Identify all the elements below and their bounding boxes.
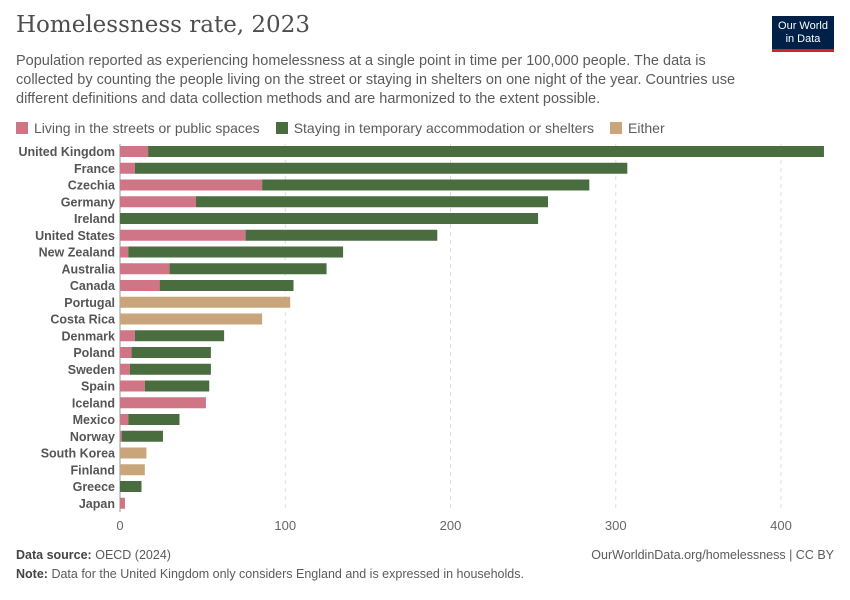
bar-segment <box>131 347 211 358</box>
bar-segment <box>134 162 628 174</box>
source-url[interactable]: OurWorldinData.org/homelessness | CC BY <box>591 548 834 562</box>
bar-segment <box>120 213 539 224</box>
bar-segment <box>128 246 344 258</box>
bar-segment <box>120 313 263 325</box>
x-tick-label: 200 <box>440 518 462 533</box>
x-tick-label: 100 <box>274 518 296 533</box>
category-label: Australia <box>62 262 117 276</box>
data-source: OECD (2024) <box>95 548 171 562</box>
x-tick-label: 0 <box>116 518 123 533</box>
bar-segment <box>144 380 210 392</box>
bar-segment <box>245 229 438 241</box>
bar-segment <box>120 296 291 308</box>
legend-item[interactable]: Either <box>610 120 665 136</box>
category-label: Costa Rica <box>50 313 116 327</box>
bar-segment <box>120 481 142 492</box>
legend-swatch <box>610 122 623 134</box>
bar-segment <box>159 280 294 291</box>
bar-segment <box>120 246 129 258</box>
bar-segment <box>134 330 225 342</box>
footer: Data source: OECD (2024) OurWorldinData.… <box>16 548 834 581</box>
chart-title: Homelessness rate, 2023 <box>16 12 310 38</box>
category-label: Sweden <box>68 363 115 377</box>
category-label: Greece <box>73 480 115 494</box>
category-label: United States <box>35 229 115 243</box>
category-label: Czechia <box>68 179 116 193</box>
bar-segment <box>120 497 125 509</box>
bar-segment <box>120 397 206 409</box>
bar-segment <box>120 414 129 425</box>
legend-label: Staying in temporary accommodation or sh… <box>293 120 595 136</box>
note: Data for the United Kingdom only conside… <box>51 567 524 581</box>
category-label: Denmark <box>62 329 116 343</box>
category-label: Canada <box>70 279 116 293</box>
bar-segment <box>120 146 149 157</box>
bar-segment <box>169 263 327 275</box>
legend-label: Living in the streets or public spaces <box>34 120 260 136</box>
category-label: Poland <box>73 346 115 360</box>
category-label: France <box>74 162 115 176</box>
bar-segment <box>120 162 135 174</box>
category-label: Iceland <box>72 396 115 410</box>
bar-segment <box>129 363 211 375</box>
bar-segment <box>148 146 824 157</box>
category-label: South Korea <box>41 447 116 461</box>
bar-segment <box>120 380 145 392</box>
category-label: New Zealand <box>39 246 115 260</box>
bar-segment <box>262 179 590 191</box>
logo-line2: in Data <box>785 33 821 45</box>
bar-segment <box>120 263 170 275</box>
legend-label: Either <box>628 120 665 136</box>
bar-segment <box>120 229 246 241</box>
category-label: Germany <box>61 195 115 209</box>
x-tick-label: 300 <box>605 518 627 533</box>
x-tick-label: 400 <box>770 518 792 533</box>
chart-subtitle: Population reported as experiencing home… <box>16 53 736 107</box>
bar-segment <box>120 363 130 375</box>
bar-segment <box>120 464 145 476</box>
bar-segment <box>120 280 160 291</box>
bar-segment <box>128 414 180 425</box>
category-label: Portugal <box>64 296 115 310</box>
legend-item[interactable]: Living in the streets or public spaces <box>16 120 260 136</box>
bar-segment <box>121 430 163 442</box>
logo-line1: Our World <box>778 20 828 32</box>
category-label: United Kingdom <box>18 145 115 159</box>
legend: Living in the streets or public spaces St… <box>16 120 665 136</box>
note-label: Note: <box>16 567 48 581</box>
bar-segment <box>120 179 263 191</box>
source-label: Data source: <box>16 548 92 562</box>
category-label: Japan <box>79 497 115 511</box>
bar-segment <box>120 196 197 208</box>
category-label: Finland <box>71 463 115 477</box>
legend-swatch <box>275 122 288 134</box>
bar-segment <box>196 196 548 208</box>
category-label: Spain <box>81 380 115 394</box>
category-label: Norway <box>70 430 115 444</box>
bar-segment <box>120 347 132 358</box>
category-label: Ireland <box>74 212 115 226</box>
legend-item[interactable]: Staying in temporary accommodation or sh… <box>275 120 595 136</box>
category-label: Mexico <box>73 413 116 427</box>
legend-swatch <box>16 122 28 134</box>
owid-logo[interactable]: Our World in Data <box>772 16 834 52</box>
bar-segment <box>120 447 147 459</box>
bar-segment <box>120 330 135 342</box>
bar-segment <box>120 430 122 442</box>
